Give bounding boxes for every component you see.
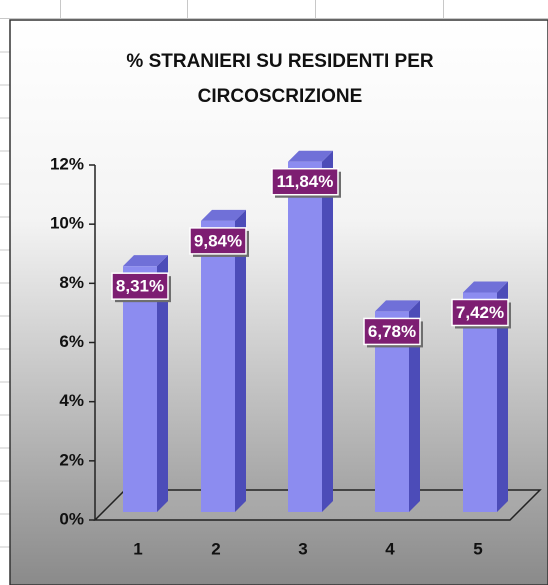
bar-top (463, 281, 508, 293)
sheet-grid (0, 0, 548, 548)
bar-top (201, 209, 246, 221)
y-tick-label: 8% (59, 273, 84, 292)
value-label: 11,84% (271, 167, 341, 198)
bar-side (322, 150, 333, 512)
bar-top (375, 300, 420, 312)
bar-side (497, 281, 508, 512)
x-tick-label: 2 (211, 539, 220, 558)
value-label-text: 8,31% (116, 277, 164, 296)
value-label-box (363, 317, 421, 346)
chart-title: % STRANIERI SU RESIDENTI PER CIRCOSCRIZIO… (126, 51, 433, 107)
bar (123, 266, 157, 512)
bar-side (409, 300, 420, 512)
value-label-box (271, 167, 339, 196)
x-tick-label: 1 (133, 539, 142, 558)
value-label-text: 9,84% (194, 231, 242, 250)
bar-top (123, 255, 168, 267)
y-tick-label: 0% (59, 509, 84, 528)
bar (463, 292, 497, 512)
value-label-text: 6,78% (368, 322, 416, 341)
x-tick-label: 3 (298, 539, 307, 558)
value-label: 6,78% (363, 317, 423, 348)
bar (201, 220, 235, 512)
value-label-box (111, 272, 169, 300)
y-tick-label: 6% (59, 332, 84, 351)
y-tick-label: 12% (50, 154, 84, 173)
bar (288, 161, 322, 512)
value-label: 7,42% (451, 298, 511, 329)
y-tick-label: 4% (59, 391, 84, 410)
x-tick-label: 4 (385, 539, 395, 558)
value-label: 9,84% (189, 227, 249, 257)
value-label: 8,31% (111, 272, 171, 303)
value-label-text: 11,84% (277, 172, 334, 191)
value-label-box (189, 227, 247, 255)
bar-top (288, 150, 333, 162)
y-tick-label: 2% (59, 450, 84, 469)
y-tick-label: 10% (50, 214, 84, 233)
value-label-text: 7,42% (456, 303, 504, 322)
x-tick-label: 5 (473, 539, 482, 558)
bar-side (235, 209, 246, 512)
bar-side (157, 255, 168, 512)
value-label-box (451, 298, 509, 327)
